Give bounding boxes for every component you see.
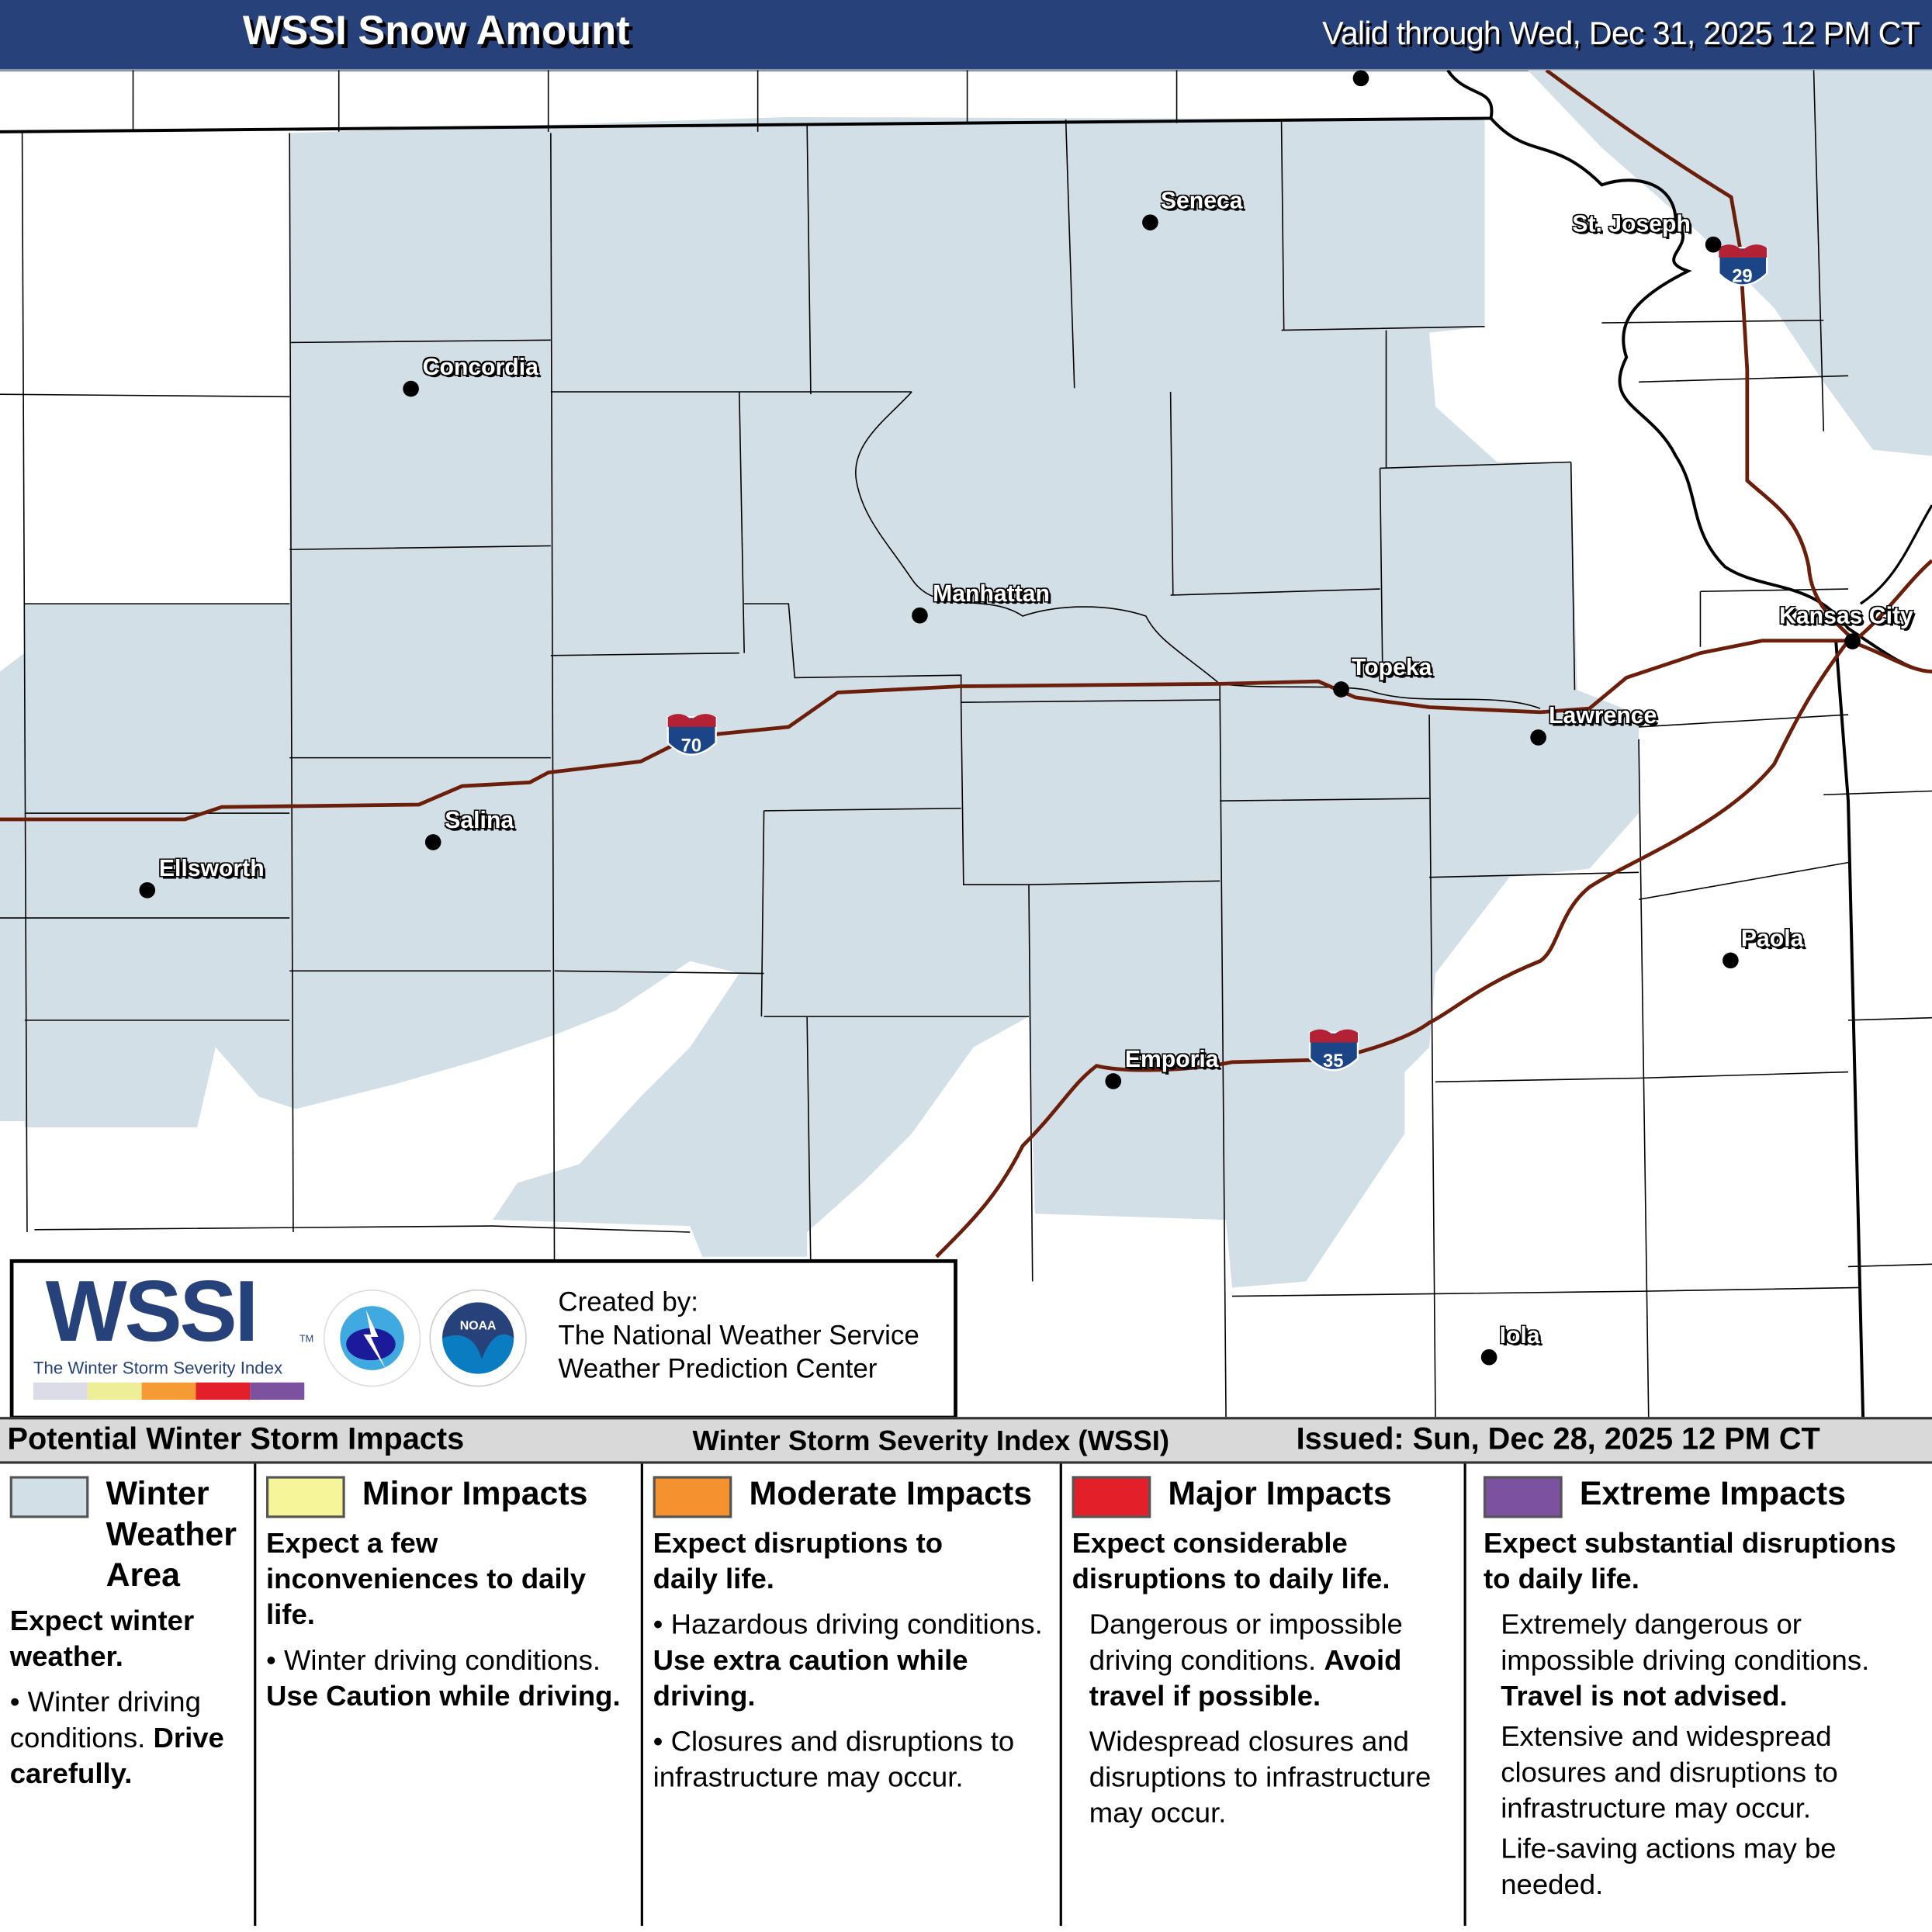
city-dot bbox=[912, 607, 928, 624]
org-nws: The National Weather Service bbox=[558, 1319, 919, 1351]
city-dot bbox=[139, 882, 156, 898]
city-dot bbox=[1480, 1349, 1497, 1366]
category-headline: Expect a few inconveniences to daily lif… bbox=[266, 1526, 587, 1630]
bullet-text: Closures and disruptions to infrastructu… bbox=[653, 1725, 1015, 1793]
bullet-text: Dangerous or impossible driving conditio… bbox=[1089, 1608, 1403, 1676]
category-label: Moderate Impacts bbox=[749, 1474, 1033, 1512]
interstate-shield-35: 35 bbox=[1308, 1029, 1359, 1072]
map-canvas: 70 29 35 bbox=[0, 68, 1932, 1418]
legend-major-impacts: Major Impacts Expect considerable disrup… bbox=[1062, 1463, 1466, 1927]
legend-extreme-impacts: Extreme Impacts Expect substantial disru… bbox=[1466, 1464, 1932, 1927]
shield-label-35: 35 bbox=[1323, 1051, 1343, 1072]
swatch-minor bbox=[266, 1476, 345, 1518]
bullet-text: Winter driving conditions. bbox=[9, 1685, 201, 1754]
city-dot bbox=[1352, 70, 1369, 87]
bullet-text: Extensive and widespread closures and di… bbox=[1501, 1719, 1838, 1824]
city-label-kansas-city: Kansas City bbox=[1779, 604, 1913, 630]
interstate-shield-29: 29 bbox=[1718, 244, 1768, 287]
swatch-winter-weather bbox=[9, 1476, 89, 1518]
city-label-paola: Paola bbox=[1740, 926, 1804, 953]
city-label-concordia: Concordia bbox=[422, 355, 538, 381]
city-dot bbox=[1723, 952, 1739, 969]
swatch-extreme bbox=[1483, 1476, 1563, 1518]
valid-time: Valid through Wed, Dec 31, 2025 12 PM CT bbox=[1322, 15, 1920, 52]
county-lines bbox=[0, 70, 1932, 1418]
wssi-logo: WSSI bbox=[45, 1262, 259, 1359]
bullet-text: Extremely dangerous or impossible drivin… bbox=[1501, 1608, 1870, 1676]
issued-time: Issued: Sun, Dec 28, 2025 12 PM CT bbox=[1296, 1421, 1820, 1457]
map-title: WSSI Snow Amount bbox=[242, 7, 630, 54]
bullet-text: Hazardous driving conditions. bbox=[670, 1608, 1043, 1640]
category-headline: Expect substantial disruptions to daily … bbox=[1483, 1526, 1896, 1594]
category-headline: Expect disruptions to daily life. bbox=[653, 1526, 943, 1594]
category-headline: Expect winter weather. bbox=[9, 1604, 195, 1672]
wssi-color-bar bbox=[33, 1382, 305, 1400]
svg-text:NOAA: NOAA bbox=[460, 1319, 497, 1332]
nws-logo bbox=[323, 1289, 421, 1387]
city-label-iola: Iola bbox=[1499, 1323, 1540, 1349]
category-headline: Expect considerable disruptions to daily… bbox=[1072, 1526, 1390, 1594]
city-dot bbox=[1333, 681, 1349, 698]
city-label-emporia: Emporia bbox=[1124, 1047, 1219, 1074]
bullet-text: Life-saving actions may be needed. bbox=[1501, 1832, 1837, 1900]
category-label: Extreme Impacts bbox=[1579, 1474, 1847, 1512]
trademark: TM bbox=[299, 1333, 314, 1345]
credit-box: WSSI TM The Winter Storm Severity Index … bbox=[9, 1259, 957, 1420]
category-label: Major Impacts bbox=[1168, 1474, 1392, 1512]
city-label-salina: Salina bbox=[445, 808, 514, 835]
shield-label-29: 29 bbox=[1732, 266, 1753, 287]
city-dot bbox=[1142, 214, 1158, 230]
interstate-highways bbox=[0, 68, 1932, 1259]
city-dot bbox=[1530, 729, 1546, 746]
bullet-emphasis: Avoid travel if possible. bbox=[1089, 1643, 1402, 1712]
map-area: 70 29 35 bbox=[0, 68, 1932, 1418]
state-border-and-river bbox=[0, 69, 1932, 1418]
legend-header: Potential Winter Storm Impacts Winter St… bbox=[0, 1417, 1932, 1464]
bullet-text: Widespread closures and disruptions to i… bbox=[1089, 1725, 1432, 1829]
created-by: Created by: The National Weather Service… bbox=[558, 1285, 919, 1385]
city-dot bbox=[1705, 236, 1722, 253]
city-dot bbox=[1844, 633, 1861, 649]
legend-moderate-impacts: Moderate Impacts Expect disruptions to d… bbox=[643, 1463, 1062, 1927]
bullet-emphasis: Travel is not advised. bbox=[1501, 1679, 1788, 1712]
bullet-text: Winter driving conditions. bbox=[283, 1643, 601, 1676]
city-label-lawrence: Lawrence bbox=[1549, 703, 1657, 730]
legend-subtitle: Winter Storm Severity Index (WSSI) bbox=[692, 1424, 1170, 1457]
city-dot bbox=[1105, 1073, 1122, 1089]
category-label: Winter Weather Area bbox=[106, 1474, 237, 1594]
legend-title: Potential Winter Storm Impacts bbox=[7, 1421, 465, 1457]
swatch-major bbox=[1072, 1476, 1151, 1518]
bullet-emphasis: Drive carefully. bbox=[9, 1721, 224, 1789]
header: WSSI Snow Amount Valid through Wed, Dec … bbox=[0, 0, 1932, 72]
kansas-river bbox=[854, 391, 1541, 709]
bullet-emphasis: Use extra caution while driving. bbox=[653, 1643, 968, 1712]
city-dot bbox=[424, 834, 441, 850]
interstate-shield-70: 70 bbox=[667, 714, 717, 757]
wssi-logo-subtitle: The Winter Storm Severity Index bbox=[33, 1357, 283, 1378]
swatch-moderate bbox=[653, 1476, 732, 1518]
org-wpc: Weather Prediction Center bbox=[558, 1352, 878, 1384]
legend-winter-weather-area: Winter Weather Area Expect winter weathe… bbox=[0, 1463, 257, 1927]
created-by-label: Created by: bbox=[558, 1286, 698, 1317]
city-label-manhattan: Manhattan bbox=[933, 581, 1050, 608]
city-label-st-joseph: St. Joseph bbox=[1572, 212, 1691, 238]
city-label-topeka: Topeka bbox=[1352, 655, 1432, 682]
city-dot bbox=[403, 380, 419, 397]
noaa-logo: NOAA bbox=[429, 1289, 527, 1387]
category-label: Minor Impacts bbox=[362, 1474, 588, 1512]
city-label-ellsworth: Ellsworth bbox=[158, 856, 265, 883]
bullet-emphasis: Use Caution while driving. bbox=[266, 1679, 621, 1712]
legend-minor-impacts: Minor Impacts Expect a few inconvenience… bbox=[256, 1463, 643, 1927]
city-label-seneca: Seneca bbox=[1160, 188, 1243, 215]
shield-label-70: 70 bbox=[681, 736, 702, 757]
